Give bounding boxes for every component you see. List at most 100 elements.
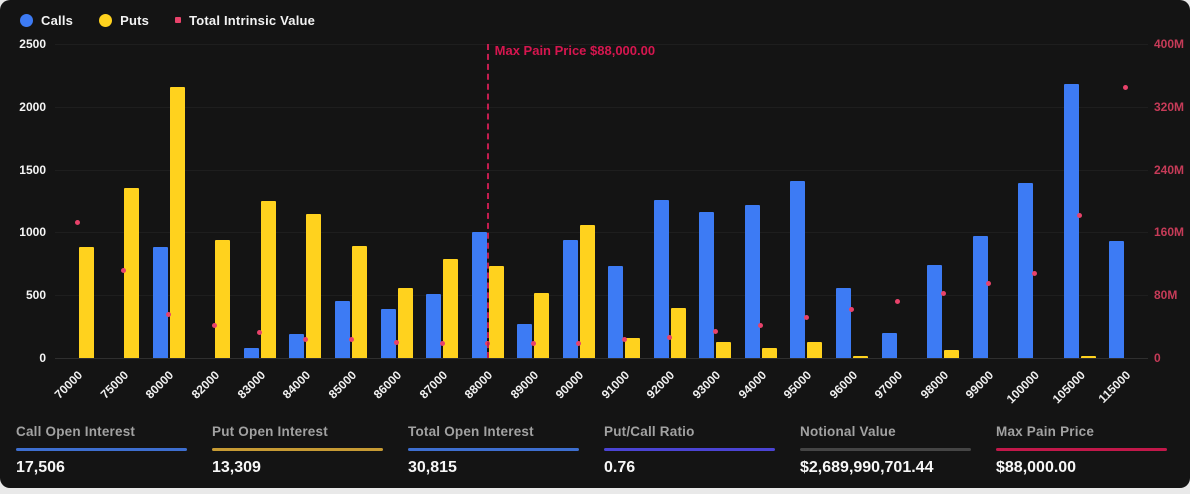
- x-axis-label-94000: 94000: [735, 368, 769, 402]
- stat-put-open-interest: Put Open Interest 13,309: [212, 424, 390, 488]
- intrinsic-value-point-89000: [530, 341, 536, 347]
- intrinsic-value-point-83000: [257, 330, 263, 336]
- x-axis-label-90000: 90000: [553, 368, 587, 402]
- stat-value: $2,689,990,701.44: [800, 459, 934, 476]
- x-axis-label-82000: 82000: [188, 368, 223, 402]
- y-axis-tick-left: 1500: [19, 162, 46, 177]
- x-axis-label-105000: 105000: [1049, 368, 1088, 407]
- stat-label: Notional Value: [800, 424, 896, 439]
- puts-bar-87000: [443, 258, 459, 358]
- calls-bar-86000: [380, 309, 396, 358]
- y-axis-tick-left: 2000: [19, 99, 46, 114]
- calls-bar-100000: [1018, 183, 1034, 358]
- calls-bar-88000: [471, 232, 487, 358]
- legend-item-puts[interactable]: Puts: [99, 13, 149, 28]
- calls-bar-83000: [243, 347, 259, 358]
- puts-bar-80000: [169, 86, 185, 358]
- legend-label-calls: Calls: [41, 12, 74, 28]
- calls-bar-97000: [881, 332, 897, 358]
- stat-notional-value: Notional Value $2,689,990,701.44: [800, 424, 978, 488]
- intrinsic-value-point-94000: [758, 323, 764, 329]
- intrinsic-value-point-99000: [986, 280, 992, 286]
- stat-accent-underline: [408, 448, 579, 451]
- calls-bar-95000: [790, 180, 806, 358]
- intrinsic-value-point-70000: [75, 219, 81, 225]
- intrinsic-value-point-105000: [1077, 213, 1083, 219]
- legend-item-calls[interactable]: Calls: [20, 13, 73, 28]
- puts-bar-70000: [78, 247, 94, 358]
- calls-bar-105000: [1063, 84, 1079, 358]
- gridline: [55, 106, 1148, 108]
- puts-bar-105000: [1080, 355, 1096, 358]
- calls-bar-90000: [562, 239, 578, 358]
- x-axis-label-96000: 96000: [826, 368, 860, 402]
- puts-bar-92000: [670, 307, 686, 358]
- puts-bar-83000: [260, 201, 276, 358]
- calls-bar-98000: [927, 265, 943, 358]
- gridline: [55, 358, 1148, 359]
- calls-marker-icon: [20, 13, 33, 27]
- x-axis-label-115000: 115000: [1095, 368, 1134, 406]
- plot-area: Max Pain Price $88,000.00: [55, 43, 1148, 359]
- calls-bar-93000: [699, 212, 715, 358]
- puts-bar-91000: [625, 337, 641, 358]
- stat-total-open-interest: Total Open Interest 30,815: [408, 424, 586, 488]
- y-axis-tick-left: 500: [25, 288, 46, 303]
- puts-bar-88000: [488, 266, 504, 358]
- y-axis-tick-right: 400M: [1154, 37, 1185, 51]
- stat-value: 13,309: [212, 459, 261, 476]
- intrinsic-value-point-92000: [667, 335, 673, 341]
- x-axis-label-95000: 95000: [780, 368, 815, 402]
- gridline: [55, 44, 1148, 45]
- x-axis-label-91000: 91000: [598, 368, 633, 402]
- intrinsic-value-point-82000: [211, 323, 217, 329]
- chart-legend: Calls Puts Total Intrinsic Value: [20, 10, 315, 30]
- calls-bar-92000: [653, 199, 669, 358]
- stat-value: $88,000.00: [996, 459, 1077, 476]
- x-axis-label-88000: 88000: [462, 368, 496, 402]
- puts-bar-93000: [716, 341, 732, 358]
- stat-accent-underline: [604, 448, 775, 451]
- x-axis-label-83000: 83000: [234, 368, 268, 402]
- intrinsic-value-point-75000: [120, 268, 126, 274]
- legend-item-total-intrinsic-value[interactable]: Total Intrinsic Value: [175, 13, 315, 28]
- calls-bar-91000: [608, 266, 624, 358]
- x-axis-label-92000: 92000: [644, 368, 678, 402]
- intrinsic-value-point-84000: [302, 336, 308, 342]
- puts-bar-75000: [124, 188, 140, 358]
- y-axis-tick-left: 1000: [19, 225, 46, 240]
- stat-value: 30,815: [408, 459, 457, 476]
- x-axis-label-84000: 84000: [279, 368, 314, 402]
- intrinsic-value-point-115000: [1122, 85, 1128, 91]
- gridline: [55, 169, 1148, 171]
- y-axis-tick-right: 0: [1154, 351, 1161, 365]
- calls-bar-84000: [289, 334, 305, 358]
- puts-bar-84000: [306, 213, 322, 358]
- legend-label-puts: Puts: [120, 12, 150, 28]
- open-interest-chart[interactable]: Max Pain Price $88,000.00 0 0 500 80M 1000 16…: [0, 0, 1190, 410]
- puts-bar-82000: [215, 239, 231, 358]
- x-axis-label-100000: 100000: [1003, 368, 1043, 407]
- stat-max-pain-price: Max Pain Price $88,000.00: [996, 424, 1174, 488]
- intrinsic-value-point-96000: [849, 306, 855, 312]
- stat-value: 17,506: [16, 459, 65, 476]
- stat-call-open-interest: Call Open Interest 17,506: [16, 424, 194, 488]
- x-axis-label-80000: 80000: [143, 368, 177, 402]
- puts-bar-96000: [852, 355, 868, 358]
- stat-label: Put Open Interest: [212, 424, 328, 439]
- stat-value: 0.76: [604, 459, 636, 476]
- stat-put-call-ratio: Put/Call Ratio 0.76: [604, 424, 782, 488]
- stat-label: Call Open Interest: [16, 424, 136, 439]
- puts-bar-94000: [761, 347, 777, 358]
- stats-footer: Call Open Interest 17,506 Put Open Interes…: [0, 412, 1190, 488]
- puts-bar-98000: [944, 350, 960, 358]
- calls-bar-89000: [517, 324, 533, 358]
- calls-bar-99000: [972, 236, 988, 358]
- intrinsic-value-point-93000: [712, 328, 718, 334]
- puts-bar-89000: [534, 292, 550, 358]
- legend-label-intrinsic: Total Intrinsic Value: [189, 12, 316, 28]
- gridline: [55, 232, 1148, 234]
- y-axis-tick-left: 2500: [19, 37, 46, 51]
- intrinsic-value-point-85000: [348, 336, 354, 342]
